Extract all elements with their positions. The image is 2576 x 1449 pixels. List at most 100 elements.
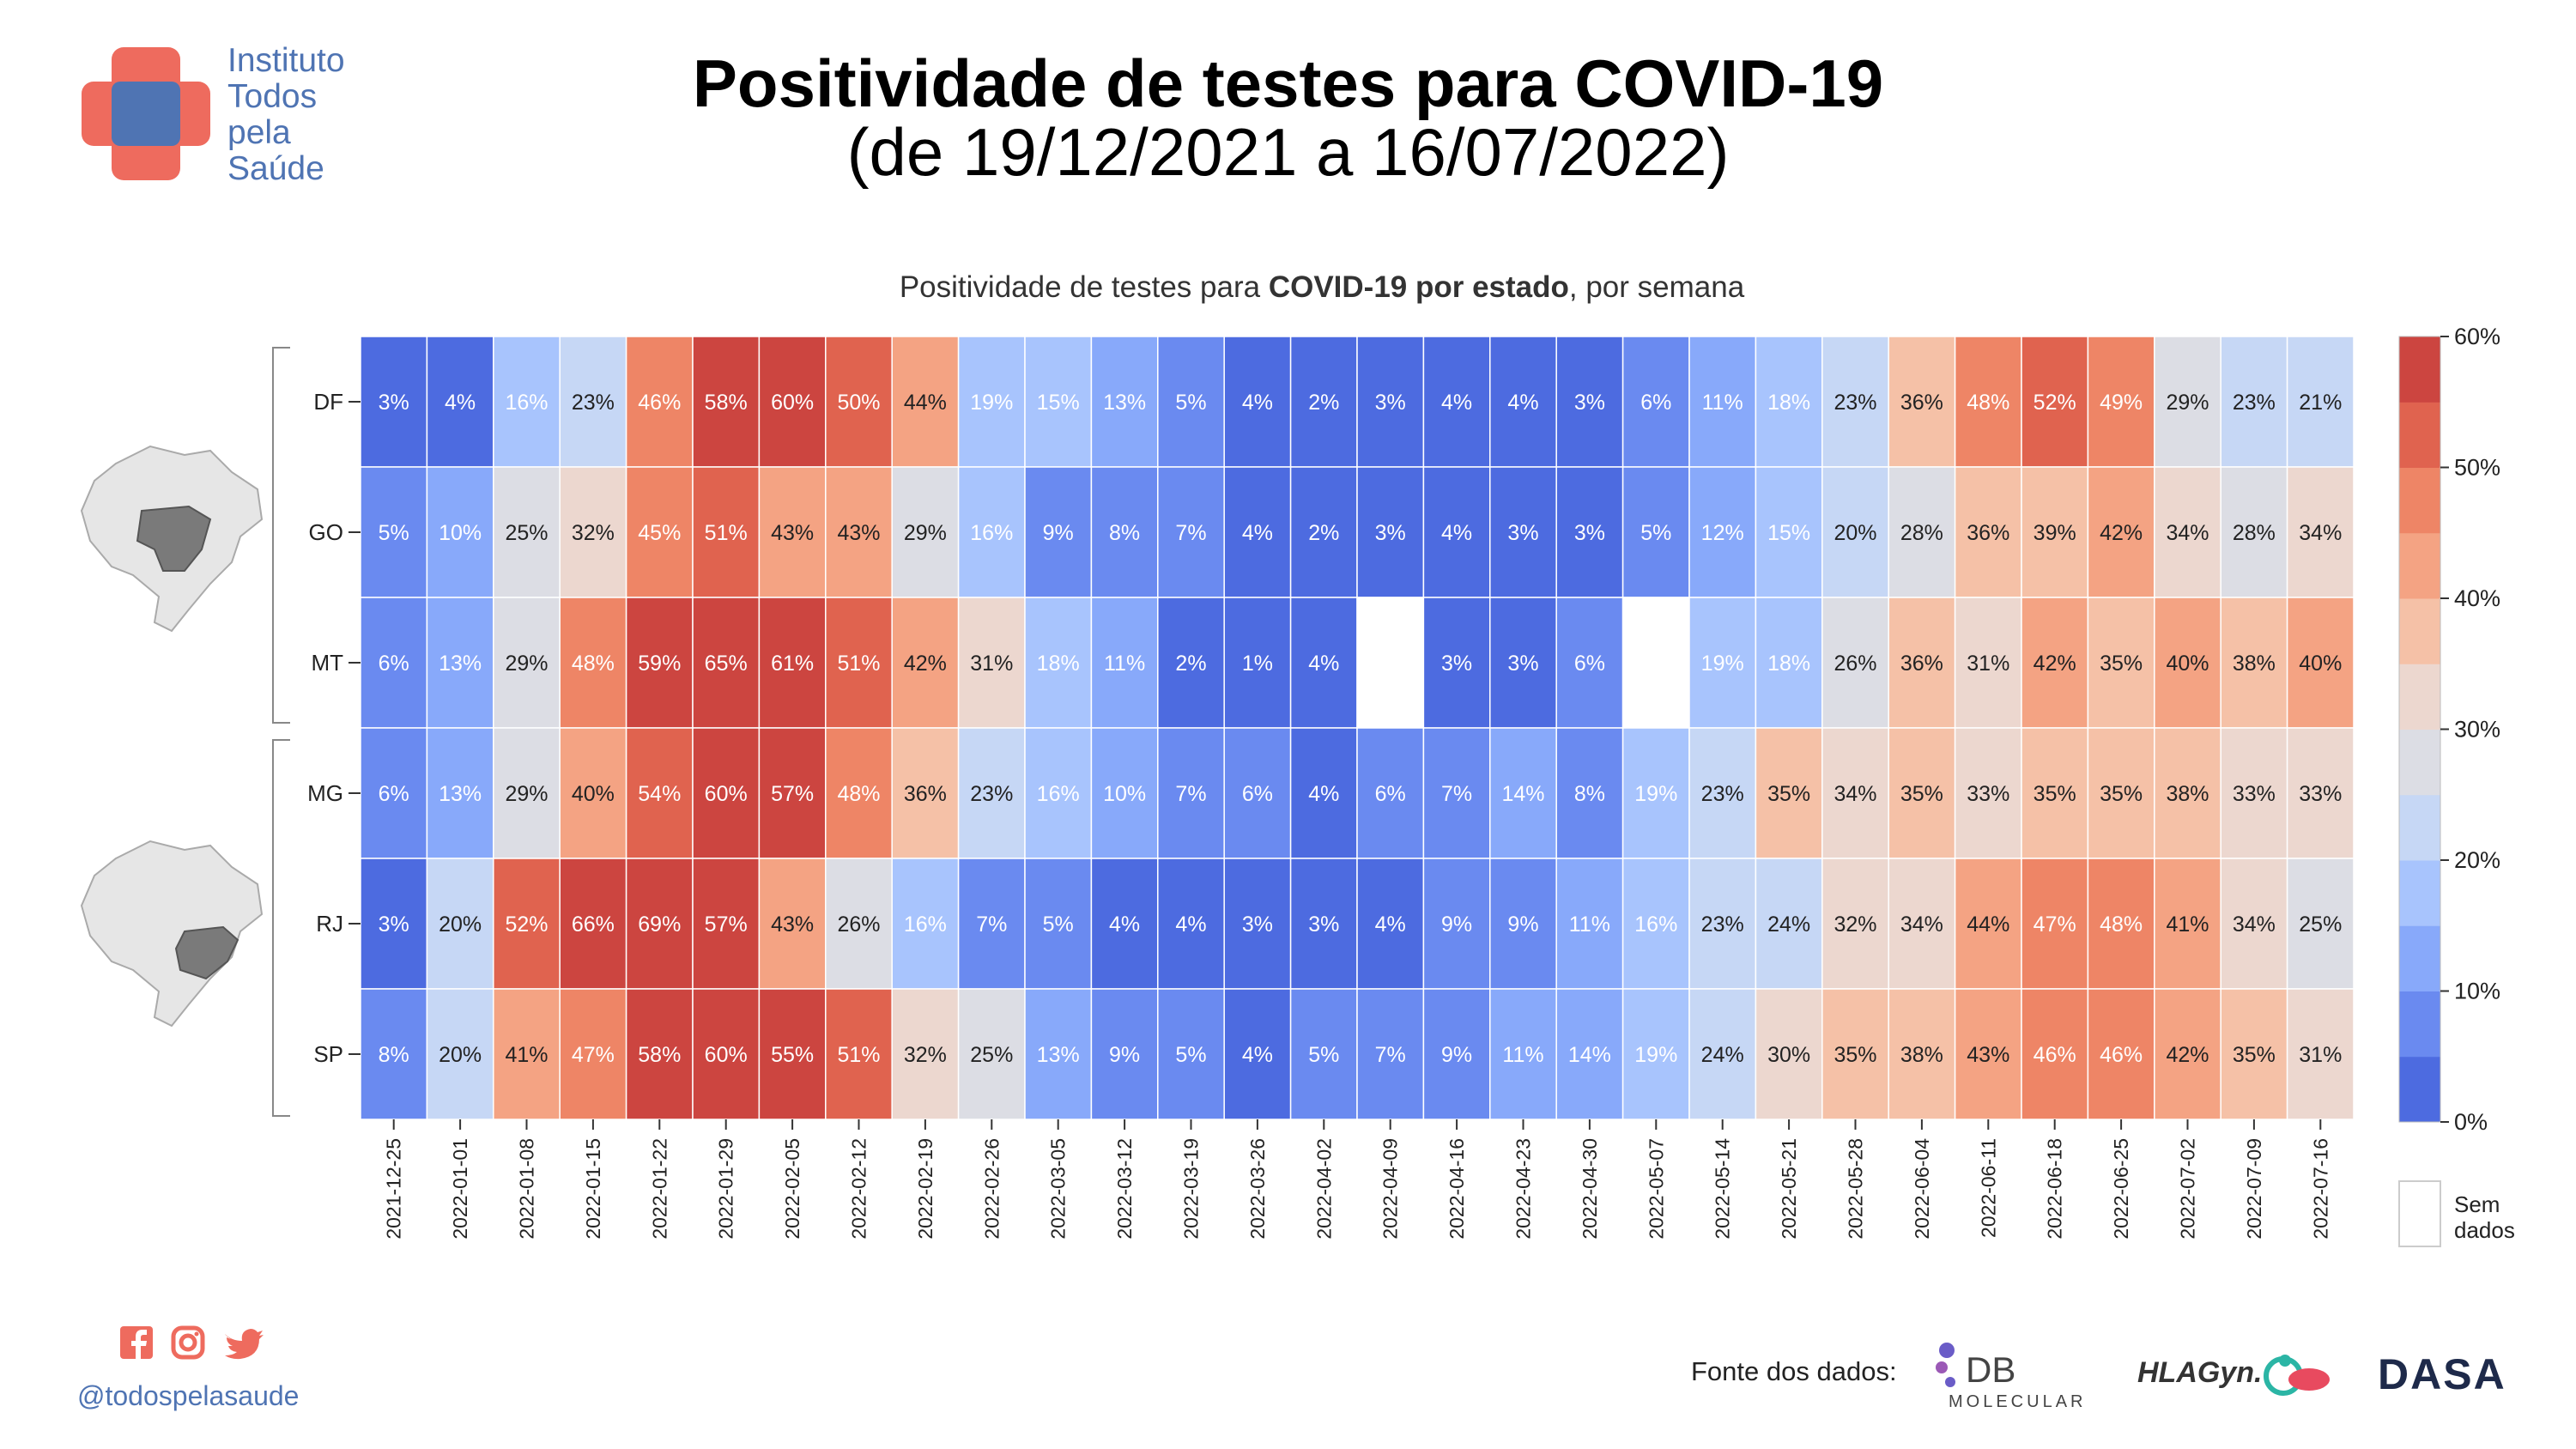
heatmap-cell xyxy=(692,988,761,1120)
instagram-icon[interactable] xyxy=(171,1325,205,1360)
cell-label: 58% xyxy=(638,1043,681,1067)
cell-label: 35% xyxy=(2034,782,2076,806)
brazil-map-centro-oeste-icon xyxy=(80,445,264,633)
heatmap-cell xyxy=(1157,597,1225,729)
heatmap-cell xyxy=(493,597,561,729)
cell-label: 32% xyxy=(572,521,615,545)
cell-label: 5% xyxy=(1308,1043,1339,1067)
heatmap-cell xyxy=(2154,988,2221,1120)
cell-label: 3% xyxy=(1308,912,1339,937)
org-name-line: Saúde xyxy=(227,150,324,187)
cell-label: 23% xyxy=(1834,391,1876,415)
x-tick-label: 2022-07-09 xyxy=(2243,1138,2265,1240)
db-logo-subtext: MOLECULAR xyxy=(1949,1392,2086,1411)
heatmap-cell xyxy=(625,988,694,1120)
missing-data-label: dados xyxy=(2454,1217,2515,1243)
heatmap-cell xyxy=(1821,858,1889,990)
colorbar-segment xyxy=(2399,467,2440,534)
heatmap-cell xyxy=(692,727,761,859)
cell-label: 6% xyxy=(379,782,409,806)
twitter-icon[interactable] xyxy=(225,1329,264,1360)
page-subtitle: (de 19/12/2021 a 16/07/2022) xyxy=(846,114,1730,190)
cell-label: 4% xyxy=(1242,1043,1273,1067)
dasa-logo-text: DASA xyxy=(2378,1350,2506,1398)
heatmap-cell xyxy=(625,858,694,990)
heatmap-cell xyxy=(2087,858,2155,990)
heatmap-cell xyxy=(957,336,1026,468)
facebook-icon[interactable] xyxy=(120,1326,153,1359)
cell-label: 16% xyxy=(505,391,548,415)
cell-label: 51% xyxy=(837,1043,880,1067)
x-tick-label: 2022-02-12 xyxy=(848,1138,870,1240)
cell-label: 30% xyxy=(1767,1043,1810,1067)
heatmap-cell xyxy=(1024,336,1093,468)
cell-label: 47% xyxy=(2034,912,2076,937)
cell-label: 20% xyxy=(1834,521,1876,545)
colorbar-tick-label: 50% xyxy=(2454,455,2500,481)
cell-label: 6% xyxy=(1574,652,1605,676)
cell-label: 12% xyxy=(1701,521,1744,545)
cell-label: 58% xyxy=(705,391,748,415)
heatmap-cell xyxy=(1755,988,1823,1120)
cell-label: 2% xyxy=(1308,391,1339,415)
cell-label: 20% xyxy=(439,1043,482,1067)
cell-label: 46% xyxy=(2100,1043,2143,1067)
heatmap-cell xyxy=(1489,727,1557,859)
heatmap-cell xyxy=(1821,727,1889,859)
heatmap-cell xyxy=(1157,466,1225,598)
cell-label: 60% xyxy=(771,391,814,415)
colorbar-segment xyxy=(2399,1056,2440,1123)
heatmap-cell xyxy=(1489,466,1557,598)
heatmap-cell xyxy=(493,727,561,859)
heatmap-cell xyxy=(1489,597,1557,729)
cell-label: 42% xyxy=(2034,652,2076,676)
cell-label: 18% xyxy=(1037,652,1080,676)
heatmap-cell xyxy=(1888,727,1956,859)
x-tick-label: 2022-05-28 xyxy=(1845,1138,1867,1240)
heatmap-cell xyxy=(1755,336,1823,468)
colorbar-segment xyxy=(2399,336,2440,403)
heatmap-cell xyxy=(1888,597,1956,729)
colorbar-segment xyxy=(2399,991,2440,1058)
heatmap-cell xyxy=(2220,727,2288,859)
heatmap-cell xyxy=(1888,988,1956,1120)
heatmap-cell xyxy=(559,466,627,598)
colorbar-segment xyxy=(2399,532,2440,599)
colorbar-segment xyxy=(2399,729,2440,796)
cell-label: 6% xyxy=(1375,782,1406,806)
cell-label: 7% xyxy=(1175,782,1206,806)
cell-label: 51% xyxy=(837,652,880,676)
social-handle[interactable]: @todospelasaude xyxy=(77,1380,300,1411)
colorbar-tick-label: 40% xyxy=(2454,585,2500,611)
cell-label: 29% xyxy=(904,521,947,545)
heatmap-cell xyxy=(1157,336,1225,468)
cell-label: 46% xyxy=(2034,1043,2076,1067)
heatmap-cell xyxy=(692,858,761,990)
heatmap-cell xyxy=(2087,727,2155,859)
cell-label: 7% xyxy=(1375,1043,1406,1067)
cell-label: 48% xyxy=(572,652,615,676)
heatmap-cell xyxy=(758,466,827,598)
heatmap-cell xyxy=(957,858,1026,990)
social-links: @todospelasaude xyxy=(77,1322,421,1416)
cell-label: 52% xyxy=(505,912,548,937)
x-tick-label: 2022-01-08 xyxy=(516,1138,538,1240)
heatmap-cell xyxy=(1223,858,1292,990)
cell-label: 36% xyxy=(1900,391,1943,415)
x-tick-label: 2022-02-05 xyxy=(781,1138,803,1240)
heatmap-cell xyxy=(1621,988,1690,1120)
cell-label: 3% xyxy=(1507,652,1538,676)
cell-label: 3% xyxy=(1574,391,1605,415)
x-tick-label: 2022-03-12 xyxy=(1113,1138,1136,1240)
cell-label: 29% xyxy=(2166,391,2209,415)
cell-label: 40% xyxy=(572,782,615,806)
heatmap-cell xyxy=(1024,466,1093,598)
chart-title-part-bold: COVID-19 por estado xyxy=(1269,270,1569,304)
cell-label: 43% xyxy=(837,521,880,545)
cell-label: 11% xyxy=(1104,652,1145,676)
x-tick-label: 2022-06-11 xyxy=(1977,1138,1999,1238)
x-tick-label: 2022-05-07 xyxy=(1645,1138,1667,1240)
heatmap-cell xyxy=(1024,988,1093,1120)
x-tick-label: 2022-06-04 xyxy=(1911,1138,1933,1240)
heatmap-cell xyxy=(2021,466,2089,598)
